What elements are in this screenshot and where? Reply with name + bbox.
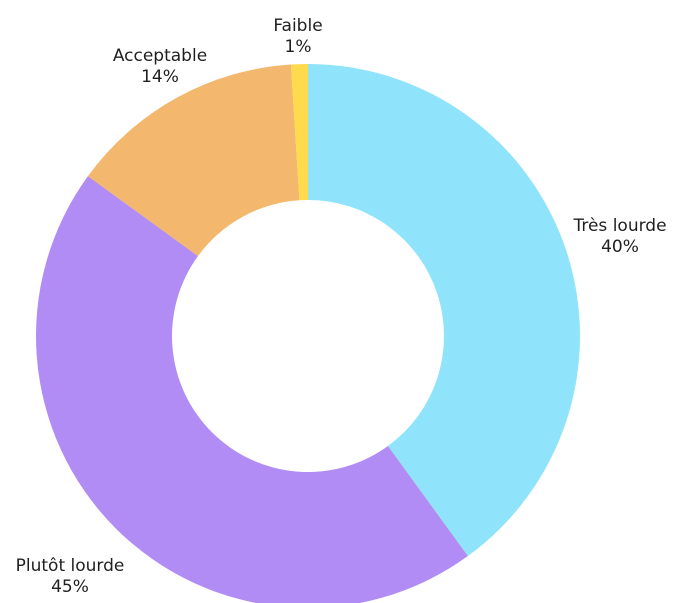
slice-value-label: 1% — [285, 37, 312, 57]
slice-label-tres-lourde: Très lourde 40% — [572, 216, 666, 257]
slice-category-label: Acceptable — [113, 46, 207, 66]
slice-value-label: 45% — [51, 577, 89, 597]
slice-value-label: 40% — [601, 237, 639, 257]
slice-label-plutot-lourde: Plutôt lourde 45% — [16, 556, 125, 597]
slice-acceptable — [87, 64, 300, 257]
slice-tres-lourde — [308, 64, 580, 557]
slice-faible — [290, 64, 308, 201]
slice-plutot-lourde — [36, 176, 468, 603]
donut-slices — [36, 64, 580, 603]
slice-category-label: Plutôt lourde — [16, 556, 125, 576]
slice-value-label: 14% — [141, 67, 179, 87]
slice-label-faible: Faible 1% — [273, 16, 322, 57]
slice-labels: Très lourde 40% Plutôt lourde 45% Acceptable… — [16, 16, 667, 597]
slice-category-label: Faible — [273, 16, 322, 36]
slice-category-label: Très lourde — [572, 216, 666, 236]
slice-label-acceptable: Acceptable 14% — [113, 46, 207, 87]
